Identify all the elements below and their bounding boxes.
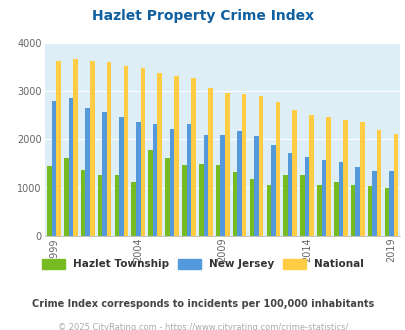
Bar <box>220 135 224 236</box>
Bar <box>81 170 85 236</box>
Bar <box>114 175 119 236</box>
Bar <box>249 179 254 236</box>
Legend: Hazlet Township, New Jersey, National: Hazlet Township, New Jersey, National <box>38 255 367 274</box>
Bar <box>287 153 292 236</box>
Bar <box>124 66 128 236</box>
Bar <box>148 150 153 236</box>
Bar <box>258 96 263 236</box>
Bar <box>102 113 107 236</box>
Bar <box>68 98 73 236</box>
Bar <box>321 160 326 236</box>
Bar <box>224 93 229 236</box>
Bar <box>376 130 380 236</box>
Bar <box>292 111 296 236</box>
Bar <box>316 185 321 236</box>
Bar <box>283 175 287 236</box>
Bar <box>98 175 102 236</box>
Bar <box>237 131 241 236</box>
Bar <box>338 162 342 236</box>
Bar <box>388 171 393 236</box>
Bar <box>342 120 347 236</box>
Bar <box>304 157 309 236</box>
Bar <box>51 101 56 236</box>
Bar <box>198 164 203 236</box>
Bar <box>254 136 258 236</box>
Text: Crime Index corresponds to incidents per 100,000 inhabitants: Crime Index corresponds to incidents per… <box>32 299 373 309</box>
Bar <box>384 188 388 236</box>
Bar <box>85 108 90 236</box>
Bar <box>56 61 61 236</box>
Bar <box>73 59 77 236</box>
Bar <box>140 68 145 236</box>
Bar <box>359 122 364 236</box>
Bar <box>393 134 397 236</box>
Bar <box>371 171 376 236</box>
Bar <box>208 88 212 236</box>
Bar <box>174 76 179 236</box>
Bar <box>64 158 68 236</box>
Bar <box>232 172 237 236</box>
Bar <box>153 124 157 236</box>
Bar <box>131 182 136 236</box>
Bar <box>90 61 94 236</box>
Bar <box>300 175 304 236</box>
Bar <box>333 182 338 236</box>
Bar <box>275 102 279 236</box>
Bar <box>350 185 354 236</box>
Bar <box>241 94 246 236</box>
Bar <box>107 62 111 236</box>
Bar <box>271 145 275 236</box>
Text: Hazlet Property Crime Index: Hazlet Property Crime Index <box>92 9 313 23</box>
Bar <box>203 135 208 236</box>
Bar <box>186 124 191 236</box>
Bar <box>136 122 140 236</box>
Bar <box>169 129 174 236</box>
Bar <box>119 117 124 236</box>
Bar <box>309 115 313 236</box>
Bar <box>354 167 359 236</box>
Bar <box>165 158 169 236</box>
Bar <box>367 186 371 236</box>
Bar <box>47 166 51 236</box>
Bar <box>157 73 162 236</box>
Bar <box>326 117 330 236</box>
Bar <box>215 165 220 236</box>
Text: © 2025 CityRating.com - https://www.cityrating.com/crime-statistics/: © 2025 CityRating.com - https://www.city… <box>58 323 347 330</box>
Bar <box>182 165 186 236</box>
Bar <box>266 185 271 236</box>
Bar <box>191 78 195 236</box>
